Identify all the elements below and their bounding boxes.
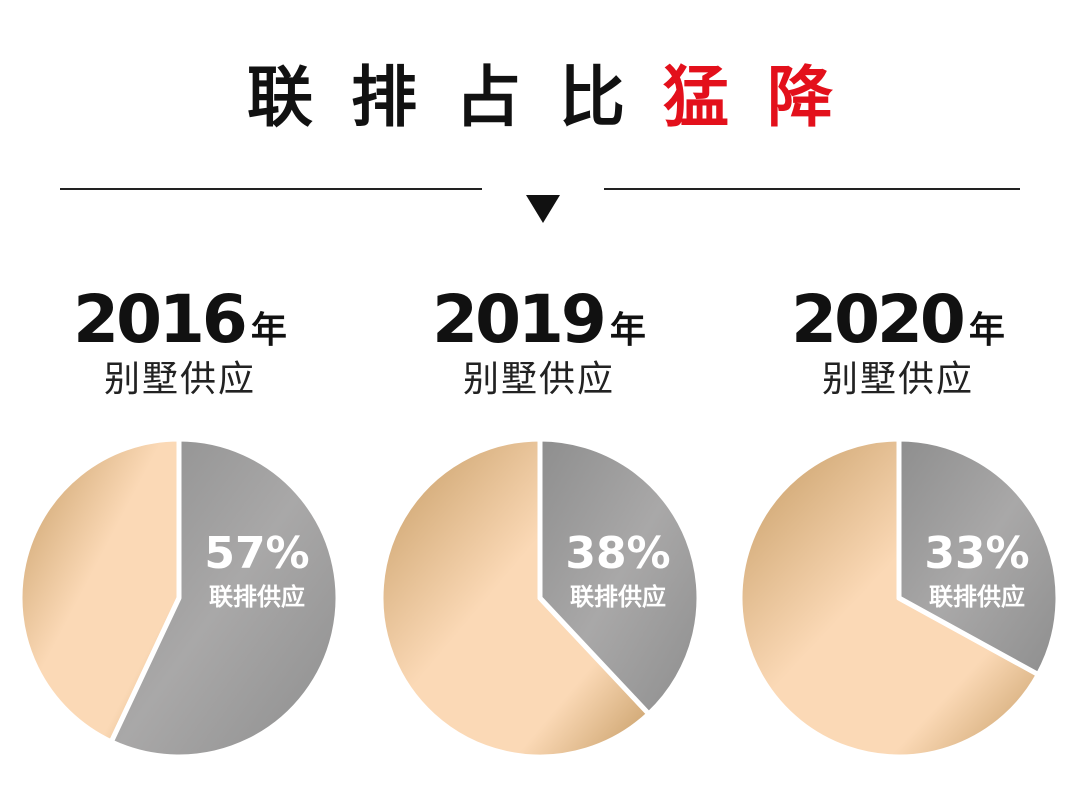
divider-line-right — [604, 188, 1020, 190]
title-char: 占 — [455, 59, 559, 136]
year-number: 2019 — [432, 281, 607, 358]
pie-percentage-label: 57% — [204, 528, 309, 579]
pie-chart-svg: 57% 联排供应 — [18, 437, 340, 759]
pie-chart-2016: 57% 联排供应 — [18, 437, 340, 759]
pie-slice-townhouse — [108, 437, 340, 759]
title-char: 联 — [247, 59, 351, 136]
pie-slice-other — [738, 437, 1041, 759]
pie-chart-svg: 38% 联排供应 — [379, 437, 701, 759]
page-title: 联排占比猛降 — [0, 58, 1080, 138]
pie-slice-name-label: 联排供应 — [570, 583, 666, 611]
year-number: 2020 — [791, 281, 966, 358]
pie-slice-name-label: 联排供应 — [209, 583, 305, 611]
pie-chart-2019: 38% 联排供应 — [379, 437, 701, 759]
pie-chart-2020: 33% 联排供应 — [738, 437, 1060, 759]
title-highlight-char: 猛 — [663, 59, 767, 136]
pie-slice-townhouse — [896, 437, 1060, 678]
pie-chart-svg: 33% 联排供应 — [738, 437, 1060, 759]
year-unit: 年 — [609, 310, 646, 351]
pie-slice-other — [379, 437, 652, 759]
year-number: 2016 — [73, 281, 248, 358]
down-triangle-icon — [526, 195, 560, 223]
panel-header-2019: 2019 年 别墅供应 — [369, 282, 709, 402]
pie-slice-name-label: 联排供应 — [929, 583, 1025, 611]
pie-slice-other — [18, 437, 182, 745]
year-unit: 年 — [250, 310, 287, 351]
panel-header-2020: 2020 年 别墅供应 — [728, 282, 1068, 402]
title-char: 排 — [351, 59, 455, 136]
panel-header-2016: 2016 年 别墅供应 — [10, 282, 350, 402]
year-unit: 年 — [968, 310, 1005, 351]
pie-slice-townhouse — [537, 437, 701, 717]
divider-line-left — [60, 188, 482, 190]
chart-title: 别墅供应 — [821, 359, 974, 400]
title-highlight-char: 降 — [767, 59, 833, 136]
chart-title: 别墅供应 — [462, 359, 615, 400]
chart-title: 别墅供应 — [103, 359, 256, 400]
pie-percentage-label: 33% — [924, 528, 1029, 579]
title-char: 比 — [559, 59, 663, 136]
pie-percentage-label: 38% — [565, 528, 670, 579]
